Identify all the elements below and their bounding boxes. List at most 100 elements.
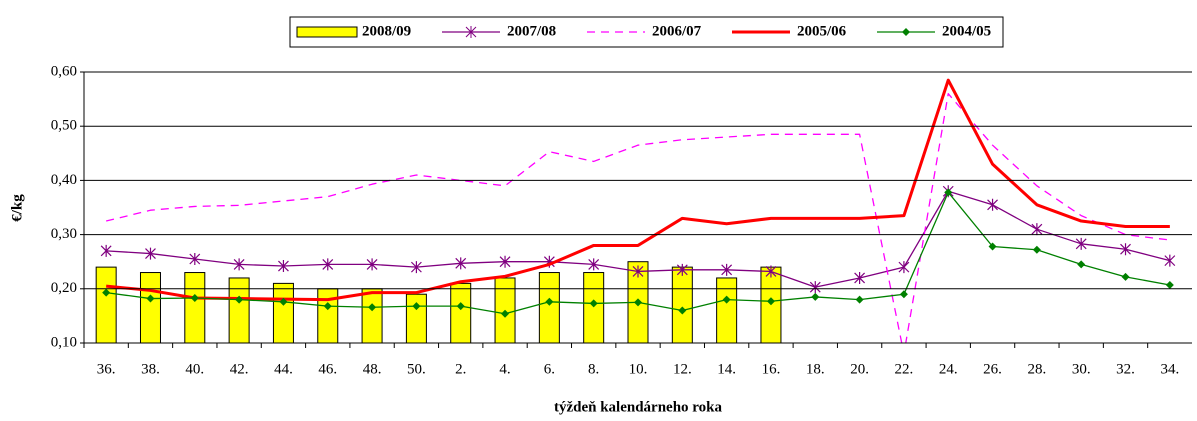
x-tick-label: 50. — [407, 361, 426, 377]
marker — [322, 258, 334, 271]
marker — [1077, 260, 1086, 269]
x-tick-label: 8. — [588, 361, 599, 377]
x-tick-label: 24. — [939, 361, 958, 377]
marker — [412, 302, 421, 311]
marker — [765, 265, 777, 278]
legend-swatch — [296, 26, 358, 38]
bar — [450, 282, 472, 343]
y-tick-label: 0,40 — [51, 172, 77, 188]
marker — [987, 198, 998, 211]
bar — [583, 272, 605, 343]
marker — [1031, 223, 1043, 236]
marker — [279, 297, 288, 306]
marker — [809, 281, 821, 294]
legend-label: 2005/06 — [797, 23, 847, 39]
marker — [588, 258, 600, 271]
line — [106, 93, 1170, 343]
marker — [455, 257, 467, 270]
bar — [272, 282, 294, 343]
marker — [854, 271, 866, 284]
x-tick-label: 28. — [1028, 361, 1047, 377]
marker — [499, 255, 511, 268]
x-tick-label: 26. — [983, 361, 1002, 377]
x-tick-label: 12. — [673, 361, 692, 377]
marker — [456, 302, 465, 311]
marker — [634, 298, 642, 307]
legend-label: 2006/07 — [652, 23, 702, 39]
marker — [190, 294, 199, 303]
bar — [184, 272, 206, 343]
x-tick-label: 40. — [185, 361, 204, 377]
marker — [721, 263, 733, 276]
marker — [766, 297, 775, 306]
marker — [1075, 237, 1087, 250]
marker — [589, 299, 598, 308]
y-tick-label: 0,50 — [51, 118, 77, 134]
marker — [100, 244, 112, 257]
bar — [361, 288, 383, 343]
y-axis-title: €/kg — [9, 194, 25, 222]
y-tick-label: 0,60 — [51, 63, 77, 79]
marker — [899, 290, 908, 299]
marker — [632, 265, 644, 278]
x-tick-label: 16. — [762, 361, 781, 377]
marker — [368, 303, 377, 312]
x-tick-label: 30. — [1072, 361, 1091, 377]
x-tick-label: 44. — [274, 361, 293, 377]
bar — [317, 288, 339, 343]
x-tick-label: 22. — [895, 361, 914, 377]
marker — [501, 309, 510, 318]
x-tick-label: 36. — [97, 361, 116, 377]
x-tick-label: 42. — [230, 361, 249, 377]
marker — [988, 242, 997, 251]
marker — [1165, 281, 1174, 290]
bar — [95, 266, 117, 343]
x-tick-label: 18. — [806, 361, 825, 377]
bar — [405, 293, 427, 343]
legend-marker — [902, 28, 910, 36]
y-tick-label: 0,30 — [51, 226, 77, 242]
y-tick-label: 0,20 — [51, 280, 77, 296]
marker — [1032, 245, 1041, 254]
bar — [228, 277, 250, 343]
bar — [139, 272, 161, 343]
marker — [366, 258, 378, 271]
marker — [145, 247, 156, 260]
marker — [323, 302, 332, 311]
marker — [1121, 272, 1130, 281]
x-tick-label: 4. — [499, 361, 510, 377]
legend-label: 2008/09 — [362, 23, 411, 39]
legend-marker — [465, 26, 477, 38]
marker — [811, 292, 820, 301]
marker — [722, 295, 731, 304]
legend-label: 2007/08 — [507, 23, 556, 39]
marker — [233, 258, 245, 271]
x-tick-label: 20. — [850, 361, 869, 377]
x-tick-label: 2. — [455, 361, 466, 377]
x-tick-label: 46. — [318, 361, 337, 377]
marker — [410, 261, 422, 274]
marker — [189, 252, 201, 265]
x-tick-label: 34. — [1160, 361, 1179, 377]
marker — [1120, 243, 1131, 256]
x-tick-label: 14. — [717, 361, 736, 377]
marker — [102, 288, 111, 297]
marker — [545, 297, 554, 306]
y-tick-label: 0,10 — [51, 334, 77, 350]
marker — [146, 294, 155, 303]
marker — [898, 261, 910, 274]
x-tick-label: 48. — [363, 361, 382, 377]
marker — [676, 263, 688, 276]
legend-label: 2004/05 — [942, 23, 991, 39]
x-axis-title: týždeň kalendárneho roka — [554, 399, 723, 415]
x-tick-label: 10. — [629, 361, 648, 377]
marker — [944, 188, 953, 197]
x-tick-label: 32. — [1116, 361, 1135, 377]
bar — [671, 266, 693, 343]
marker — [235, 295, 244, 304]
bar — [538, 272, 560, 343]
plot-area — [95, 78, 1176, 343]
marker — [855, 295, 864, 304]
